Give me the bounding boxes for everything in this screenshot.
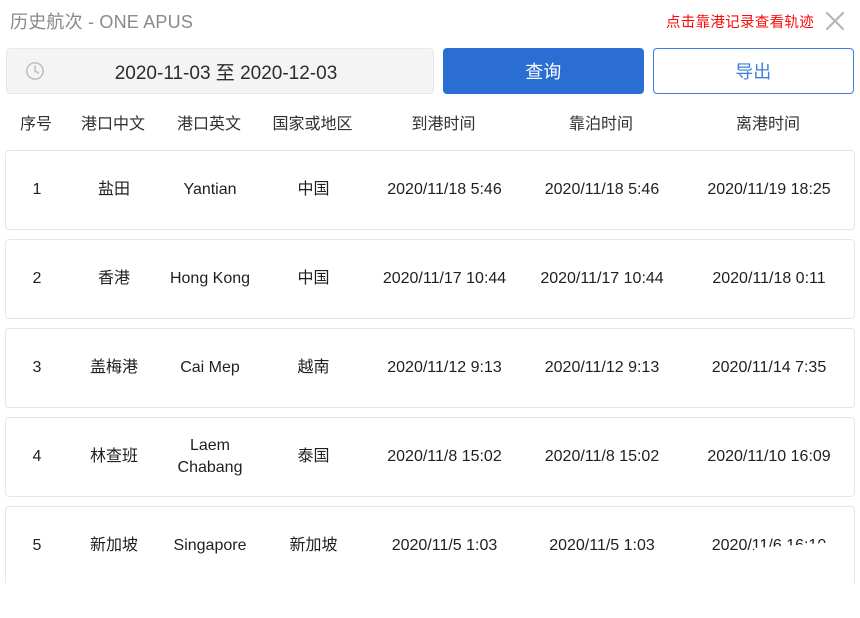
cell-berth: 2020/11/12 9:13 [544,359,660,377]
table-row[interactable]: 5 新加坡 Singapore 新加坡 2020/11/5 1:03 2020/… [5,506,855,584]
cell-region: 越南 [297,359,330,377]
cell-port-cn: 林查班 [89,448,138,466]
cell-port-en: Yantian [183,181,237,199]
cell-berth: 2020/11/18 5:46 [544,181,660,199]
cell-index: 5 [32,537,42,555]
cell-berth: 2020/11/17 10:44 [540,270,664,288]
cell-region: 中国 [297,181,330,199]
panel-titlebar: 历史航次 - ONE APUS 点击靠港记录查看轨迹 [0,0,860,42]
titlebar-actions: 点击靠港记录查看轨迹 [666,8,848,34]
query-button[interactable]: 查询 [443,48,644,94]
column-header-port-cn: 港口中文 [80,116,145,133]
cell-port-cn: 盐田 [97,181,130,199]
cell-port-en: Cai Mep [180,359,240,377]
column-header-berth: 靠泊时间 [568,116,633,133]
table-row[interactable]: 1 盐田 Yantian 中国 2020/11/18 5:46 2020/11/… [5,150,855,230]
render-clip-artifact-2 [755,577,854,584]
column-header-departure: 离港时间 [735,116,800,133]
cell-berth: 2020/11/8 15:02 [544,448,660,466]
query-toolbar: 2020-11-03 至 2020-12-03 查询 导出 [0,42,860,94]
cell-index: 3 [32,359,42,377]
column-header-index: 序号 [19,116,52,133]
cell-arrival: 2020/11/12 9:13 [387,359,502,377]
cell-port-cn: 香港 [97,270,130,288]
cell-arrival: 2020/11/8 15:02 [387,448,502,466]
date-range-input[interactable]: 2020-11-03 至 2020-12-03 [6,48,434,94]
cell-berth: 2020/11/5 1:03 [549,537,655,555]
cell-port-en: Hong Kong [169,270,251,288]
cell-port-en: Singapore [173,537,247,555]
cell-departure: 2020/11/18 0:11 [712,270,826,288]
cell-departure: 2020/11/19 18:25 [707,181,831,199]
cell-departure-text: 2020/11/6 16:10 [711,537,827,555]
cell-region: 中国 [297,270,330,288]
page-title: 历史航次 - ONE APUS [10,12,194,32]
table-row[interactable]: 4 林查班 Laem Chabang 泰国 2020/11/8 15:02 20… [5,417,855,497]
cell-index: 2 [32,270,42,288]
voyage-table-header: 序号 港口中文 港口英文 国家或地区 到港时间 靠泊时间 离港时间 [5,94,855,150]
export-button[interactable]: 导出 [652,48,854,94]
date-range-value: 2020-11-03 至 2020-12-03 [114,62,338,84]
column-header-arrival: 到港时间 [411,116,476,133]
cell-departure: 2020/11/14 7:35 [711,359,827,377]
column-header-port-en: 港口英文 [176,116,241,133]
cell-index: 4 [32,448,42,466]
column-header-region: 国家或地区 [272,116,353,133]
cell-arrival: 2020/11/18 5:46 [387,181,502,199]
cell-region: 泰国 [297,448,330,466]
table-header-row: 序号 港口中文 港口英文 国家或地区 到港时间 靠泊时间 离港时间 [5,94,855,150]
table-row[interactable]: 2 香港 Hong Kong 中国 2020/11/17 10:44 2020/… [5,239,855,319]
cell-departure: 2020/11/10 16:09 [707,448,831,466]
voyage-table: 序号 港口中文 港口英文 国家或地区 到港时间 靠泊时间 离港时间 1 盐田 Y… [0,94,860,584]
cell-departure: 2020/11/6 16:10 [682,507,854,584]
close-icon[interactable] [822,8,848,34]
cell-region: 新加坡 [289,537,338,555]
table-row[interactable]: 3 盖梅港 Cai Mep 越南 2020/11/12 9:13 2020/11… [5,328,855,408]
cell-index: 1 [32,181,42,199]
cell-arrival: 2020/11/5 1:03 [391,537,498,555]
cell-port-en: Laem Chabang [177,437,243,476]
cell-arrival: 2020/11/17 10:44 [382,270,507,288]
cell-port-cn: 盖梅港 [89,359,138,377]
cell-port-cn: 新加坡 [89,537,138,555]
track-hint-text: 点击靠港记录查看轨迹 [666,14,814,31]
clock-icon [25,61,45,81]
